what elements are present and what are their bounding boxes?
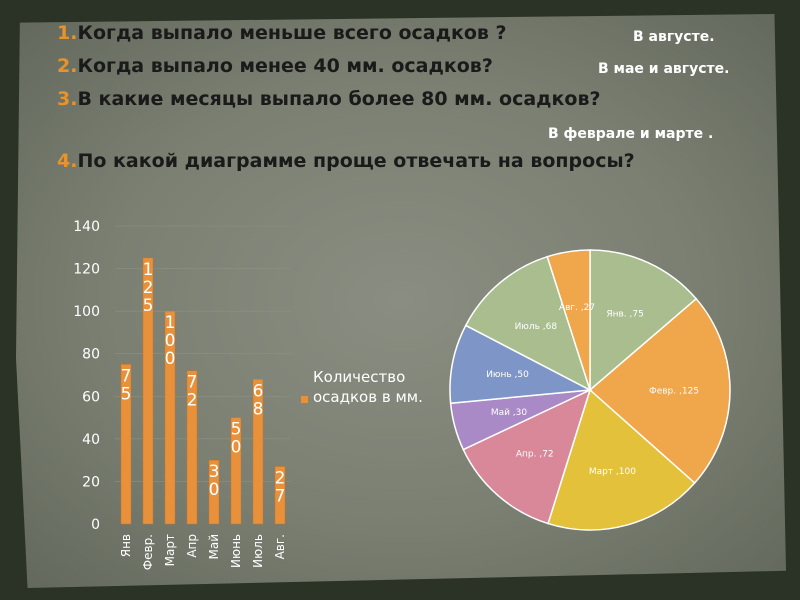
pie-slice — [546, 249, 591, 391]
question-2: 2.Когда выпало менее 40 мм. осадков? — [57, 55, 493, 77]
question-3: 3.В какие месяцы выпало более 80 мм. оса… — [57, 88, 601, 110]
pie-slice-label: Май ,30 — [491, 408, 528, 418]
pie-slice — [449, 324, 593, 405]
x-category-label: Март — [163, 534, 177, 566]
y-tick-label: 20 — [82, 474, 100, 490]
pie-slice-label: Апр. ,72 — [516, 449, 554, 459]
bar — [230, 417, 242, 525]
pie-slice — [462, 388, 592, 525]
bar — [164, 310, 176, 525]
bar — [252, 379, 264, 525]
question-4-number: 4. — [57, 150, 78, 172]
y-tick-label: 0 — [91, 517, 100, 533]
pie-slice — [588, 297, 731, 485]
pie-slice — [464, 255, 592, 392]
question-1-number: 1. — [57, 22, 78, 44]
question-1-text: Когда выпало меньше всего осадков ? — [77, 22, 507, 44]
x-category-label: Июль — [251, 534, 265, 568]
answer-3: В феврале и марте . — [548, 126, 714, 142]
question-2-text: Когда выпало менее 40 мм. осадков? — [77, 55, 493, 77]
pie-slice-label: Июнь ,50 — [486, 370, 529, 380]
pie-slice-label: Февр. ,125 — [649, 387, 699, 397]
x-category-label: Авг. — [273, 534, 287, 559]
y-tick-label: 100 — [73, 304, 100, 320]
x-category-label: Февр. — [141, 534, 155, 570]
y-tick-label: 80 — [82, 347, 100, 363]
y-tick-label: 140 — [73, 219, 100, 235]
bar — [120, 364, 132, 525]
pie-chart: Янв. ,75 Февр. ,125 Март ,100 Апр. ,72 Май ,… — [449, 249, 731, 531]
question-1: 1.Когда выпало меньше всего осадков ? — [57, 22, 507, 44]
pie-slice-label: Янв. ,75 — [606, 310, 643, 320]
bar-chart: 0 20 40 60 80 100 120 140 7 5 Янв 1 2 5 Февр. 1 0 0 Март 7 2… — [73, 219, 291, 570]
bar — [186, 370, 198, 525]
pie-slice-label: Авг. ,27 — [559, 303, 595, 313]
y-tick-label: 40 — [82, 432, 100, 448]
legend-swatch — [301, 396, 308, 403]
x-category-label: Май — [207, 534, 221, 560]
pie-slice-label: Март ,100 — [589, 467, 636, 477]
x-category-label: Июнь — [229, 534, 243, 568]
question-3-text: В какие месяцы выпало более 80 мм. осадк… — [77, 88, 601, 110]
pie-slice-label: Июль ,68 — [515, 322, 558, 332]
answer-1: В августе. — [633, 29, 715, 45]
pie-slice — [547, 388, 696, 531]
x-category-label: Янв — [119, 534, 133, 557]
question-2-number: 2. — [57, 55, 78, 77]
legend-label: Количество осадков в мм. — [313, 368, 423, 406]
y-tick-label: 60 — [82, 389, 100, 405]
answer-2: В мае и августе. — [598, 61, 730, 77]
bar — [208, 459, 220, 525]
bar — [142, 257, 154, 525]
bar — [274, 466, 286, 525]
y-tick-label: 120 — [73, 262, 100, 278]
question-4: 4.По какой диаграмме проще отвечать на в… — [57, 150, 635, 172]
x-category-label: Апр — [185, 534, 199, 558]
pie-slice — [589, 249, 698, 392]
question-4-text: По какой диаграмме проще отвечать на воп… — [77, 150, 635, 172]
question-3-number: 3. — [57, 88, 78, 110]
